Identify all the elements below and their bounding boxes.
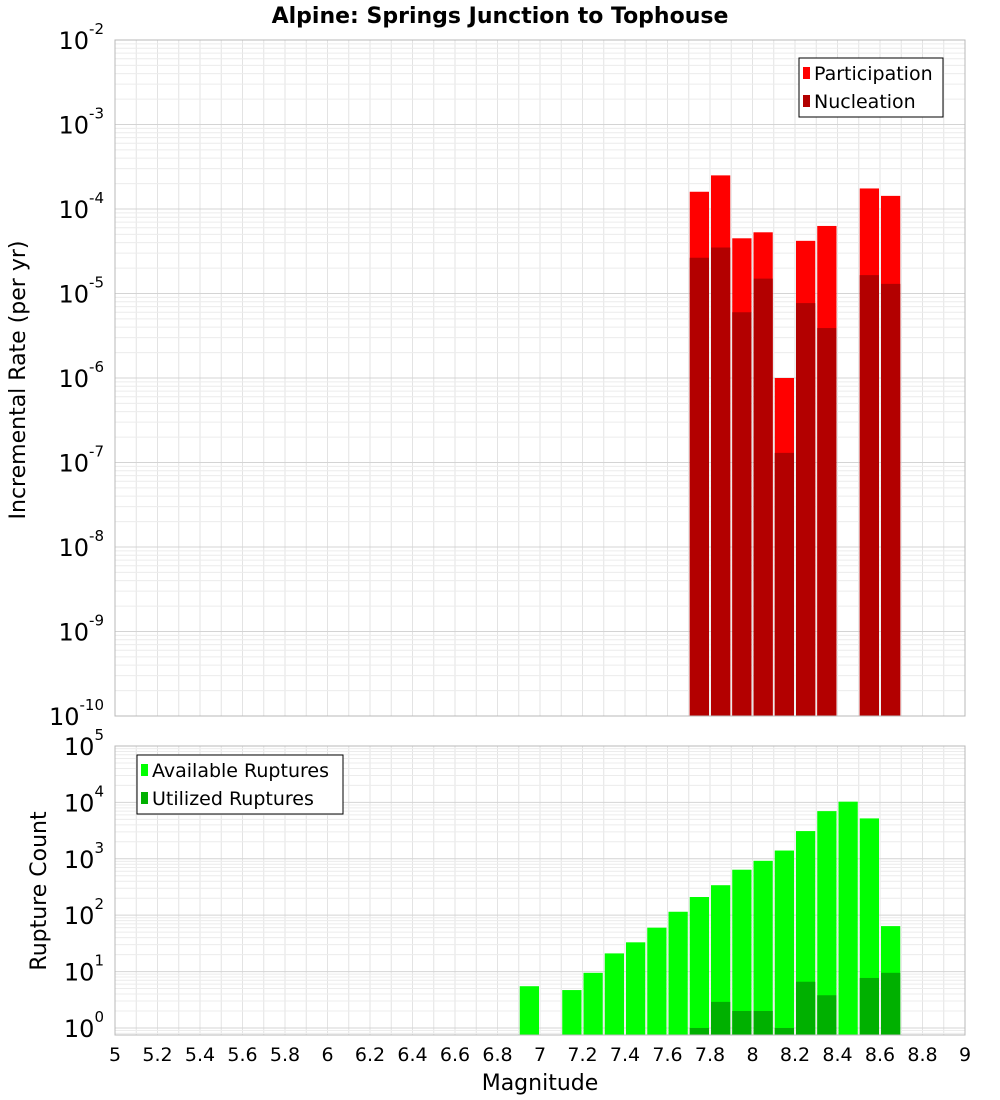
- rate-y-tick-label: 10-5: [58, 274, 104, 309]
- count-legend: Available Ruptures Utilized Ruptures: [136, 754, 344, 815]
- count-bar: [711, 885, 731, 1035]
- rate-bar: [881, 283, 901, 716]
- x-tick-label: 6: [321, 1044, 333, 1066]
- rate-legend: Participation Nucleation: [798, 57, 944, 118]
- rate-bar: [689, 257, 709, 716]
- x-tick-label: 5.8: [270, 1044, 300, 1066]
- x-tick-label: 9: [959, 1044, 971, 1066]
- x-tick-label: 8.2: [780, 1044, 810, 1066]
- rate-bar: [711, 247, 731, 716]
- count-bar: [604, 953, 624, 1035]
- count-bar: [817, 811, 837, 1035]
- count-y-tick-label: 103: [64, 839, 104, 874]
- x-tick-label: 5.6: [227, 1044, 257, 1066]
- count-y-tick-label: 105: [64, 726, 104, 761]
- legend-swatch: [141, 764, 148, 776]
- count-bar: [796, 981, 816, 1035]
- x-tick-label: 6.8: [482, 1044, 512, 1066]
- count-y-tick-label: 100: [64, 1008, 104, 1043]
- count-bar: [689, 897, 709, 1035]
- count-series-available-ruptures: [519, 801, 901, 1035]
- x-tick-label: 5: [109, 1044, 121, 1066]
- rate-bar: [753, 278, 773, 716]
- x-tick-label: 5.2: [142, 1044, 172, 1066]
- rate-bar: [817, 328, 837, 716]
- count-bar: [711, 1001, 731, 1035]
- legend-label: Utilized Ruptures: [152, 788, 314, 810]
- rate-bar: [774, 452, 794, 716]
- count-bar: [668, 911, 688, 1035]
- count-bar: [647, 927, 667, 1035]
- x-tick-label: 7.6: [652, 1044, 682, 1066]
- legend-label: Nucleation: [814, 91, 916, 113]
- legend-box: [136, 754, 344, 815]
- rate-bar: [859, 275, 879, 716]
- count-bar: [753, 1010, 773, 1035]
- x-tick-label: 5.4: [185, 1044, 215, 1066]
- x-tick-label: 6.6: [440, 1044, 470, 1066]
- rate-bar: [796, 303, 816, 716]
- x-tick-labels: 5 5.2 5.4 5.6 5.8 6 6.2 6.4 6.6 6.8 7 7.2 7.4 7.6 7.8 8…: [109, 1044, 971, 1066]
- rate-grid: [114, 39, 966, 717]
- rate-y-tick-label: 10-4: [58, 189, 104, 224]
- rate-series-nucleation: [689, 247, 901, 716]
- legend-swatch: [803, 67, 810, 79]
- count-bar: [562, 990, 582, 1035]
- count-plot-border: [114, 745, 966, 1036]
- count-bar: [519, 986, 539, 1035]
- rate-y-tick-label: 10-6: [58, 358, 104, 393]
- rate-y-tick-label: 10-7: [58, 443, 104, 478]
- rate-y-tick-label: 10-8: [58, 527, 104, 562]
- count-bar: [774, 1027, 794, 1035]
- count-bar: [881, 972, 901, 1035]
- x-tick-label: 7: [534, 1044, 546, 1066]
- legend-label: Participation: [814, 63, 933, 85]
- count-y-axis-label: Rupture Count: [27, 811, 52, 971]
- count-bar: [859, 977, 879, 1035]
- x-axis-label: Magnitude: [482, 1071, 599, 1096]
- count-bar: [732, 1010, 752, 1035]
- rate-panel: 10-1010-910-810-710-610-510-410-310-2Par…: [49, 20, 966, 731]
- x-tick-label: 8.4: [822, 1044, 852, 1066]
- x-tick-label: 6.4: [397, 1044, 427, 1066]
- rate-y-tick-label: 10-9: [58, 612, 104, 647]
- legend-label: Available Ruptures: [152, 760, 329, 782]
- count-bar: [838, 801, 858, 1035]
- x-tick-label: 7.8: [695, 1044, 725, 1066]
- count-bar: [732, 869, 752, 1035]
- x-tick-label: 7.4: [610, 1044, 640, 1066]
- count-bar: [626, 942, 646, 1035]
- count-y-tick-label: 104: [64, 782, 104, 817]
- rate-plot-border: [114, 39, 966, 717]
- legend-swatch: [803, 95, 810, 107]
- x-tick-label: 6.2: [355, 1044, 385, 1066]
- rate-y-tick-label: 10-2: [58, 20, 104, 55]
- x-tick-label: 8: [746, 1044, 758, 1066]
- x-tick-label: 8.6: [865, 1044, 895, 1066]
- count-bar: [774, 850, 794, 1035]
- count-y-tick-label: 102: [64, 895, 104, 930]
- rate-y-axis-label: Incremental Rate (per yr): [6, 241, 31, 520]
- rate-y-tick-label: 10-3: [58, 105, 104, 140]
- legend-swatch: [141, 792, 148, 804]
- chart-title: Alpine: Springs Junction to Tophouse: [272, 4, 729, 29]
- count-panel: 100 101 102 103 104 105 Available Ruptures Util…: [64, 726, 966, 1043]
- count-bar: [753, 860, 773, 1035]
- count-bar: [583, 972, 603, 1035]
- rate-bar: [732, 312, 752, 716]
- count-bar: [689, 1027, 709, 1035]
- count-series-utilized-ruptures: [689, 972, 901, 1035]
- count-bar: [817, 995, 837, 1035]
- count-y-tick-label: 101: [64, 952, 104, 987]
- legend-box: [798, 57, 944, 118]
- x-tick-label: 8.8: [907, 1044, 937, 1066]
- x-tick-label: 7.2: [567, 1044, 597, 1066]
